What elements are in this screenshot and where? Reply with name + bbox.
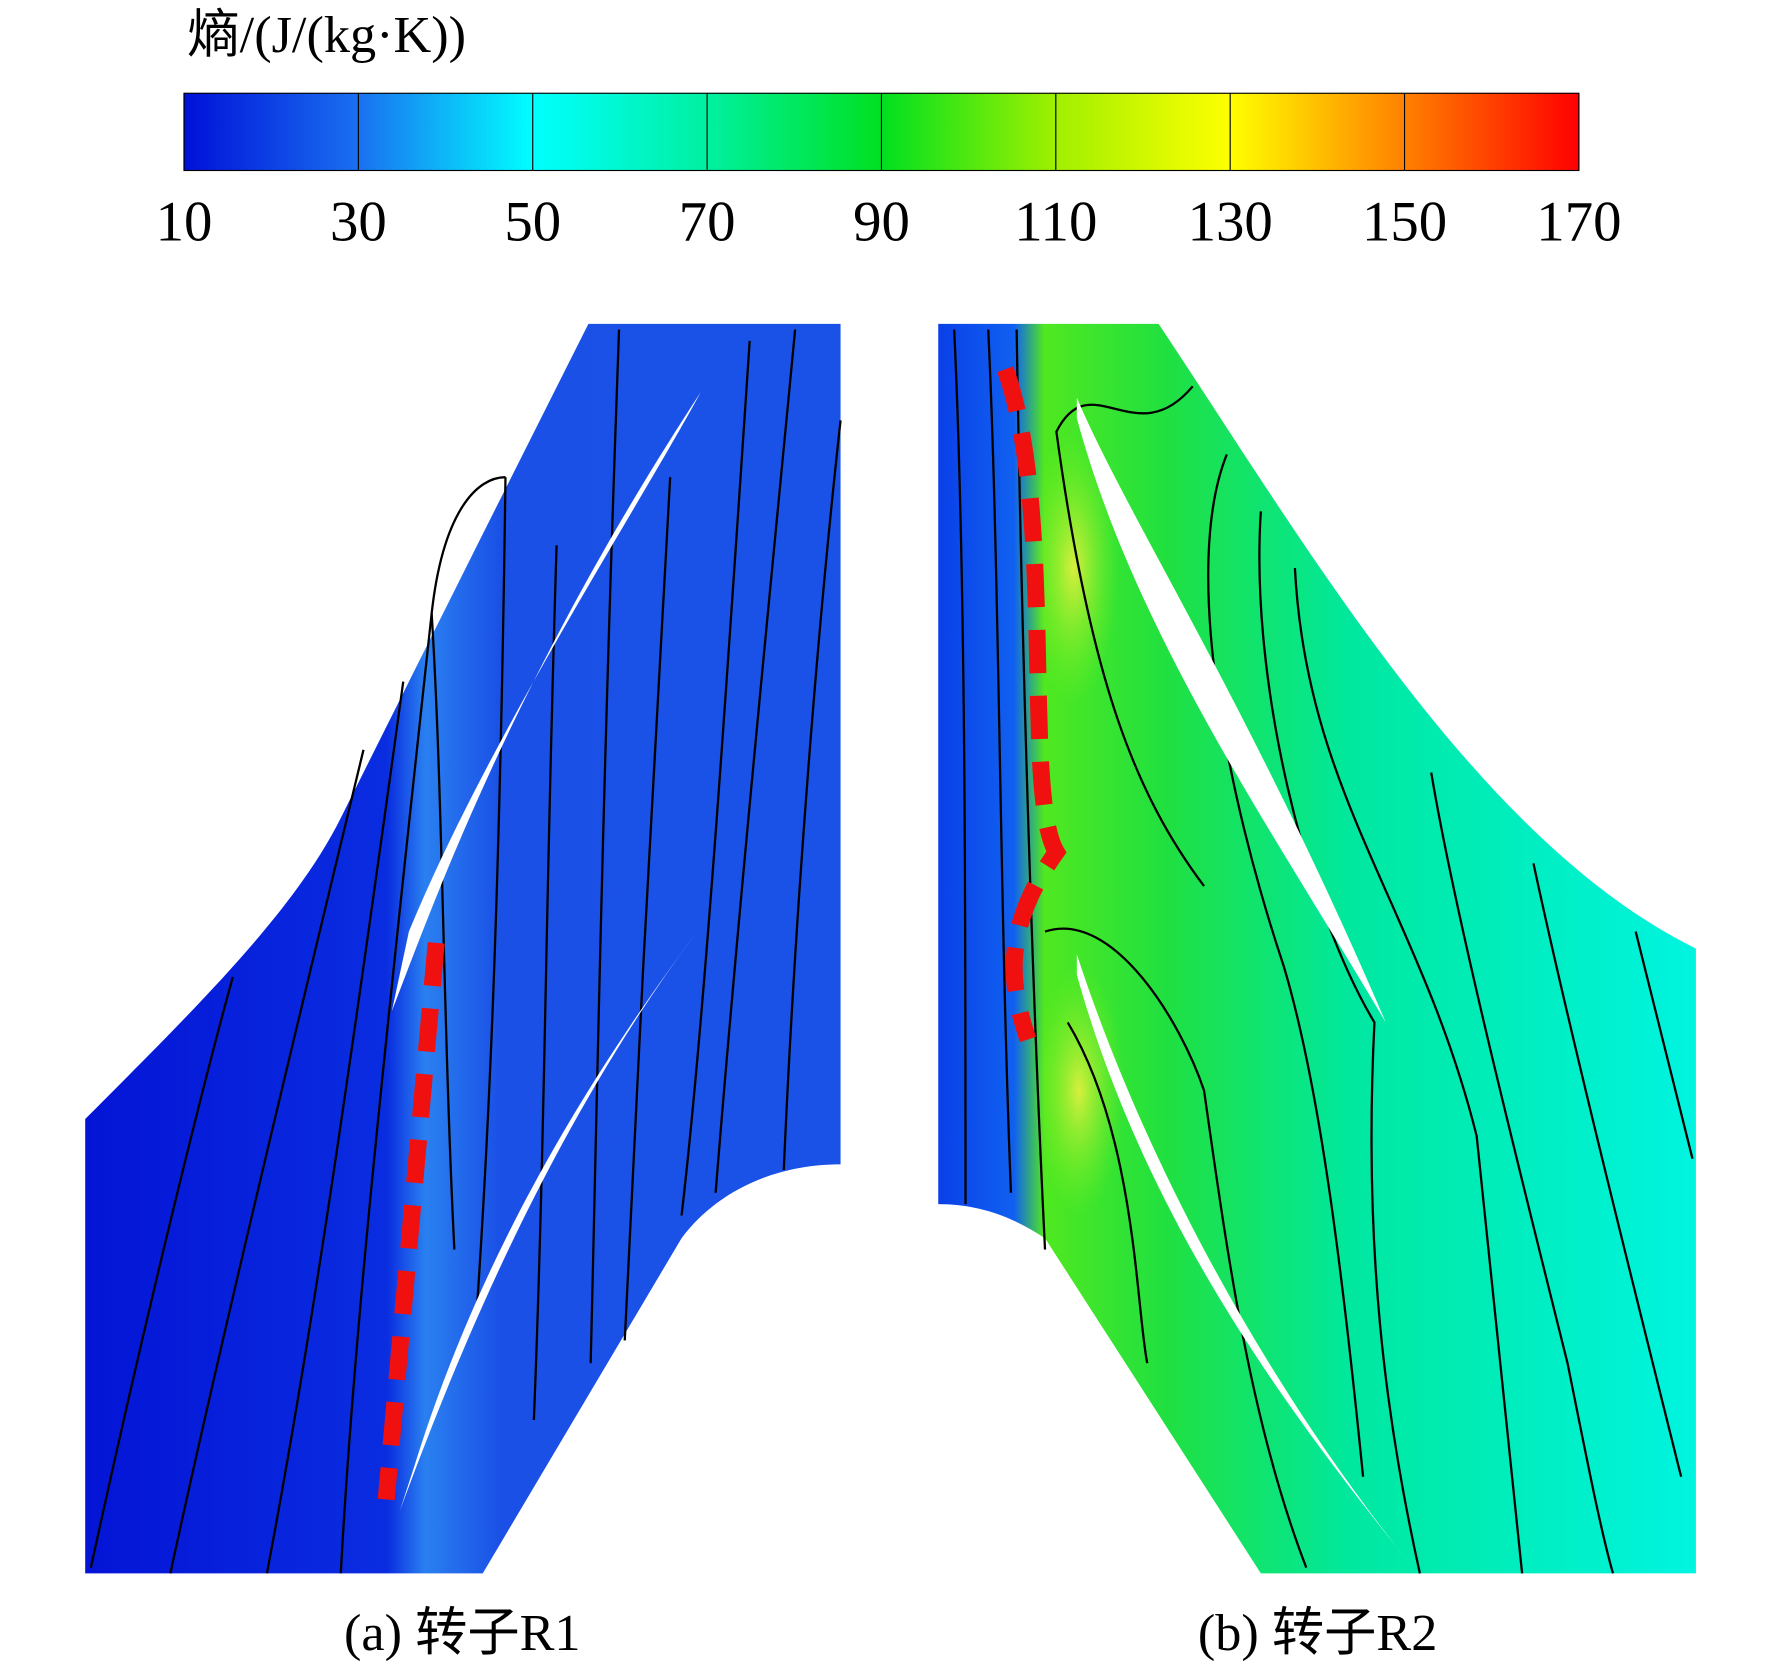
- panel-a: [85, 323, 842, 1574]
- colorbar-tick-label: 110: [1014, 190, 1097, 253]
- colorbar: 10 30 50 70 90 110 130 150 170: [156, 92, 1621, 253]
- panel-caption: (b) 转子R2: [1198, 1604, 1437, 1662]
- colorbar-tick-label: 10: [156, 190, 213, 253]
- panel-b: [938, 323, 1696, 1574]
- colorbar-tick-label: 150: [1362, 190, 1447, 253]
- colorbar-tick-label: 90: [853, 190, 910, 253]
- colorbar-tick-label: 170: [1536, 190, 1621, 253]
- panel-caption: (a) 转子R1: [344, 1604, 581, 1662]
- colorbar-title: 熵/(J/(kg·K)): [187, 6, 466, 64]
- colorbar-tick-label: 30: [330, 190, 387, 253]
- colorbar-tick-label: 70: [679, 190, 736, 253]
- colorbar-tick-label: 130: [1188, 190, 1273, 253]
- colorbar-tick-label: 50: [504, 190, 561, 253]
